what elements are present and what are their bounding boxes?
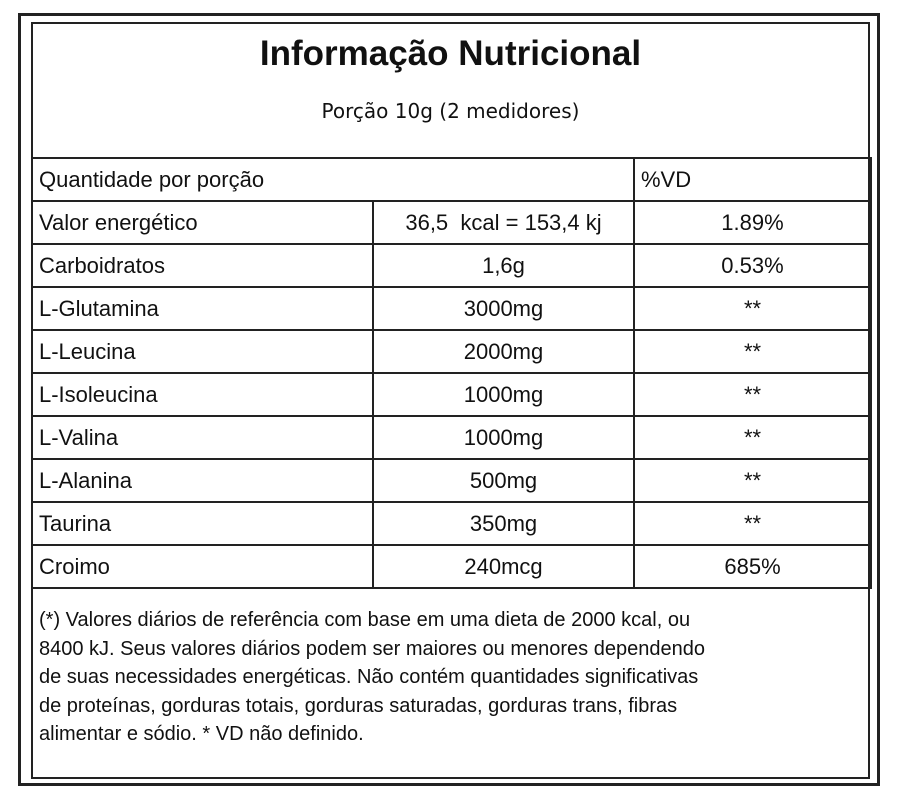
- table-cell: **: [633, 501, 872, 546]
- table-cell: 500mg: [372, 458, 635, 503]
- header-cell: Quantidade por porção: [31, 157, 635, 202]
- table-cell: 3000mg: [372, 286, 635, 331]
- title: Informação Nutricional: [259, 34, 642, 73]
- footnote-line: 8400 kJ. Seus valores diários podem ser …: [39, 637, 705, 660]
- nutrition-table: Quantidade por porção %VD Valor energéti…: [31, 157, 872, 589]
- table-cell: Croimo: [31, 544, 374, 589]
- table-row: L-Valina 1000mg **: [31, 415, 872, 460]
- table-cell: Valor energético: [31, 200, 374, 245]
- table-cell: L-Leucina: [31, 329, 374, 374]
- outer-frame: [18, 13, 880, 786]
- table-cell: 2000mg: [372, 329, 635, 374]
- table-cell: 1000mg: [372, 415, 635, 460]
- subtitle: Porção 10g (2 medidores): [321, 99, 580, 123]
- table-cell: **: [633, 458, 872, 503]
- table-cell: L-Isoleucina: [31, 372, 374, 417]
- table-cell: 1000mg: [372, 372, 635, 417]
- table-cell: L-Alanina: [31, 458, 374, 503]
- table-body: Quantidade por porção %VD Valor energéti…: [31, 157, 872, 589]
- table-cell: 350mg: [372, 501, 635, 546]
- header-cell: %VD: [633, 157, 872, 202]
- table-cell: 240mcg: [372, 544, 635, 589]
- nutrition-panel: Informação Nutricional Porção 10g (2 med…: [31, 22, 872, 779]
- table-cell: **: [633, 286, 872, 331]
- footnote-line: alimentar e sódio. * VD não definido.: [39, 723, 364, 745]
- table-cell: L-Glutamina: [31, 286, 374, 331]
- table-cell: 1,6g: [372, 243, 635, 288]
- table-cell: **: [633, 372, 872, 417]
- table-cell: 685%: [633, 544, 872, 589]
- table-row: L-Leucina 2000mg **: [31, 329, 872, 374]
- table-row: Taurina 350mg **: [31, 501, 872, 546]
- table-cell: 0.53%: [633, 243, 872, 288]
- footnote-line: de suas necessidades energéticas. Não co…: [39, 666, 699, 688]
- table-row: Carboidratos 1,6g 0.53%: [31, 243, 872, 288]
- table-row: L-Alanina 500mg **: [31, 458, 872, 503]
- table-cell: L-Valina: [31, 415, 374, 460]
- table-cell: **: [633, 329, 872, 374]
- table-row: L-Isoleucina 1000mg **: [31, 372, 872, 417]
- footnote: (*) Valores diários de referência com ba…: [39, 606, 705, 749]
- table-cell: 1.89%: [633, 200, 872, 245]
- table-cell: 36,5 kcal = 153,4 kj: [372, 200, 635, 245]
- table-row: Valor energético 36,5 kcal = 153,4 kj 1.89…: [31, 200, 872, 245]
- table-row: Croimo 240mcg 685%: [31, 544, 872, 589]
- table-cell: Carboidratos: [31, 243, 374, 288]
- table-cell: Taurina: [31, 501, 374, 546]
- footnote-line: de proteínas, gorduras totais, gorduras …: [39, 694, 678, 717]
- footnote-line: (*) Valores diários de referência com ba…: [39, 609, 691, 631]
- table-cell: **: [633, 415, 872, 460]
- header-row: Quantidade por porção %VD: [31, 157, 872, 202]
- table-row: L-Glutamina 3000mg **: [31, 286, 872, 331]
